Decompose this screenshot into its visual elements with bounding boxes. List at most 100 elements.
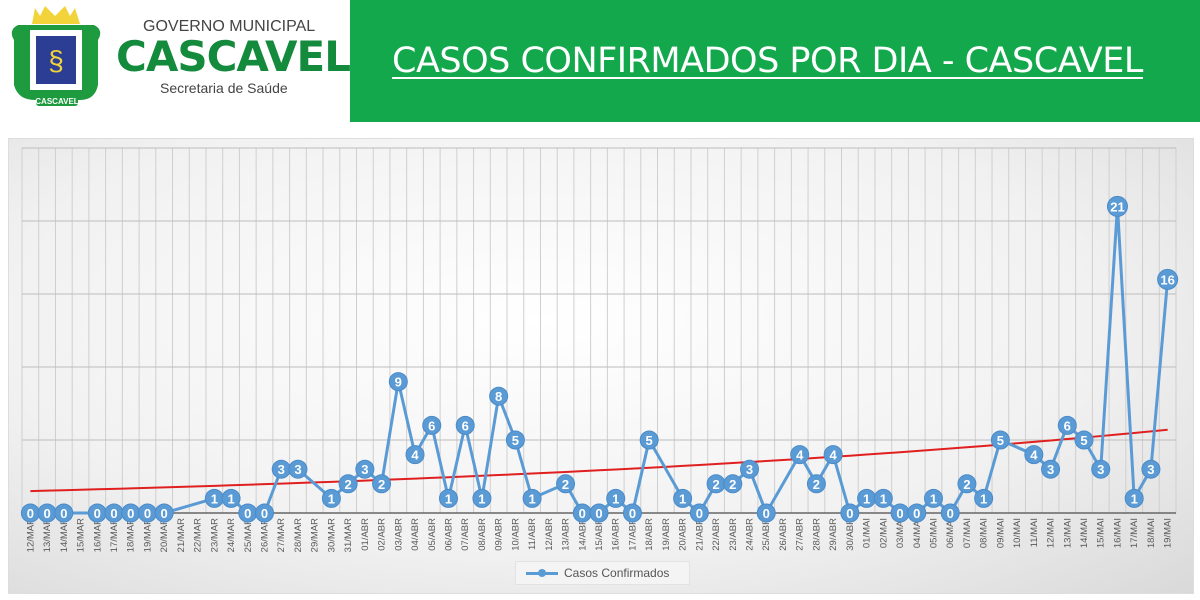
data-point [723,474,743,494]
x-tick-label: 26/ABR [778,518,789,551]
x-tick-label: 30/ABR [845,518,856,551]
data-point [355,459,375,479]
x-tick-label: 16/ABR [611,518,622,551]
x-tick-label: 11/MAI [1029,518,1040,547]
data-label: 0 [846,506,853,521]
data-label: 2 [813,477,820,492]
data-point [923,488,943,508]
x-tick-label: 01/ABR [360,518,371,551]
data-point [1074,430,1094,450]
data-label: 0 [947,506,954,521]
data-label: 1 [612,491,619,506]
data-point [974,488,994,508]
x-tick-label: 29/MAR [310,518,321,552]
data-point [556,474,576,494]
data-label: 0 [629,506,636,521]
x-tick-label: 06/ABR [443,518,454,551]
data-point [505,430,525,450]
data-label: 5 [1080,433,1087,448]
data-label: 0 [579,506,586,521]
data-label: 6 [428,418,435,433]
data-label: 0 [763,506,770,521]
data-label: 1 [528,491,535,506]
data-label: 0 [144,506,151,521]
data-point [472,488,492,508]
data-label: 1 [980,491,987,506]
title-banner: CASOS CONFIRMADOS POR DIA - CASCAVEL [350,0,1200,122]
data-label: 4 [830,448,838,463]
x-tick-label: 28/ABR [811,518,822,551]
data-label: 3 [1097,462,1104,477]
x-tick-label: 08/ABR [477,518,488,551]
data-point [689,503,709,523]
x-tick-label: 11/ABR [527,518,538,550]
data-label: 6 [462,418,469,433]
data-label: 0 [913,506,920,521]
x-tick-label: 19/ABR [661,518,672,551]
data-point [823,445,843,465]
legend: Casos Confirmados [515,561,690,585]
data-label: 5 [997,433,1004,448]
x-tick-label: 04/MAI [912,518,923,548]
data-label: 4 [1030,448,1038,463]
data-label: 2 [345,477,352,492]
x-tick-label: 12/MAI [1046,518,1057,548]
x-tick-label: 19/MAI [1163,518,1174,548]
crest-icon: § CASCAVEL [11,6,101,106]
data-label: 1 [478,491,485,506]
data-label: 0 [27,506,34,521]
data-label: 2 [729,477,736,492]
x-tick-label: 29/ABR [828,518,839,551]
data-label: 0 [60,506,67,521]
data-point [1024,445,1044,465]
x-tick-label: 26/MAR [260,518,271,552]
data-label: 5 [512,433,519,448]
data-label: 1 [211,491,218,506]
data-label: 1 [863,491,870,506]
data-label: 3 [746,462,753,477]
data-label: 2 [712,477,719,492]
data-point [622,503,642,523]
x-tick-label: 23/ABR [728,518,739,551]
data-point [606,488,626,508]
x-tick-label: 18/MAR [126,518,137,552]
x-tick-label: 22/MAR [193,518,204,552]
x-tick-label: 10/MAI [1012,518,1023,548]
data-point [639,430,659,450]
data-label: 0 [161,506,168,521]
x-tick-label: 04/ABR [410,518,421,551]
logo-gov-text: GOVERNO MUNICIPAL [143,18,316,35]
x-tick-label: 03/MAI [895,518,906,548]
data-point [288,459,308,479]
x-tick-label: 09/ABR [494,518,505,551]
data-point [372,474,392,494]
logo-dept-text: Secretaria de Saúde [160,80,288,96]
data-point [840,503,860,523]
x-tick-label: 08/MAI [979,518,990,548]
x-tick-label: 21/MAR [176,518,187,552]
x-tick-label: 09/MAI [995,518,1006,548]
x-tick-label: 24/ABR [745,518,756,551]
data-point [1124,488,1144,508]
x-tick-label: 13/MAR [42,518,53,552]
page-title: CASOS CONFIRMADOS POR DIA - CASCAVEL [392,41,1143,81]
data-point [455,415,475,435]
data-label: 2 [378,477,385,492]
data-label: 3 [361,462,368,477]
x-tick-label: 14/MAR [59,518,70,552]
x-tick-label: 07/MAI [962,518,973,548]
x-tick-label: 05/ABR [427,518,438,551]
data-label: 0 [110,506,117,521]
series-line [30,204,1170,515]
data-point [873,488,893,508]
data-point [154,503,174,523]
x-tick-label: 02/ABR [377,518,388,551]
svg-text:§: § [48,45,64,76]
data-label: 0 [261,506,268,521]
data-point [990,430,1010,450]
x-tick-label: 16/MAR [92,518,103,552]
data-point [438,488,458,508]
x-tick-label: 03/ABR [393,518,404,551]
x-tick-label: 25/ABR [761,518,772,551]
x-tick-label: 01/MAI [862,518,873,548]
